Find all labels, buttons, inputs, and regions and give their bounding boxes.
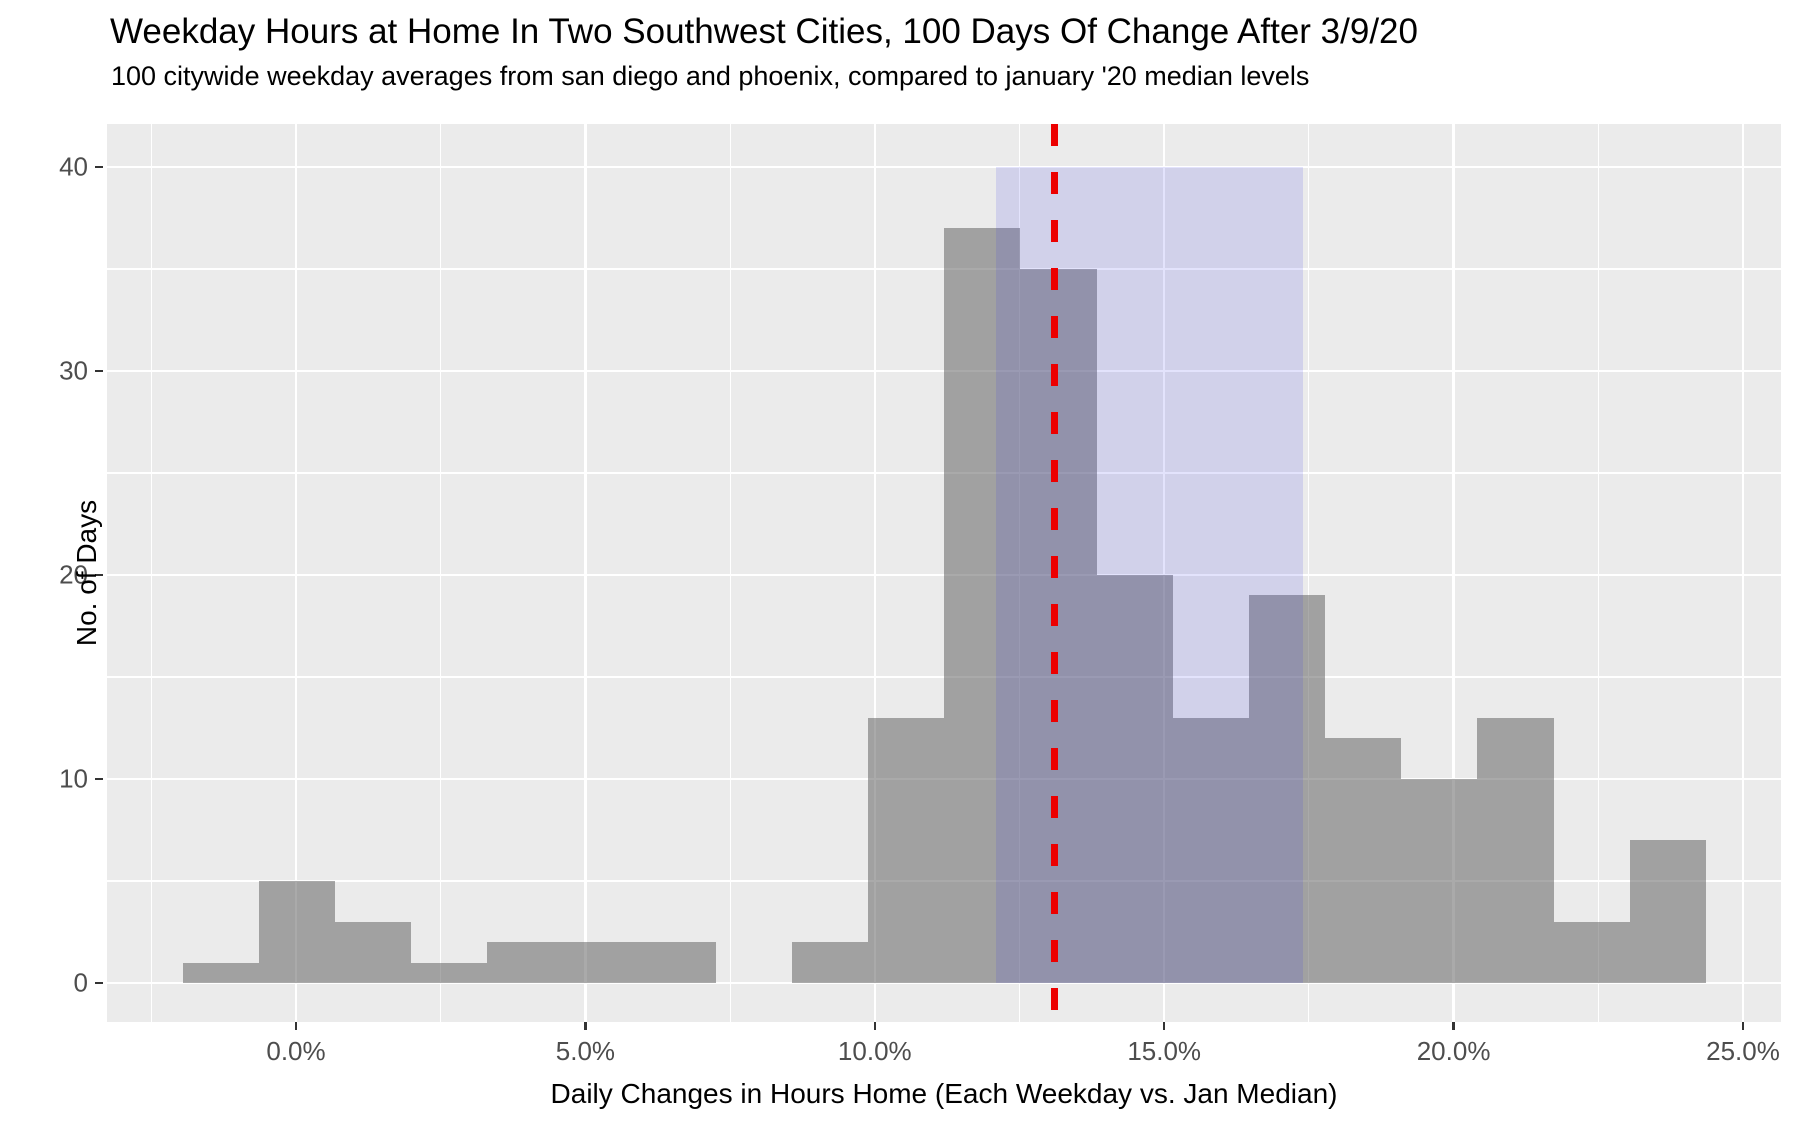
x-gridline-minor [440, 124, 442, 1022]
x-gridline-major [1452, 124, 1455, 1022]
histogram-bar [1553, 921, 1630, 983]
x-tick-mark [873, 1022, 877, 1030]
x-gridline-major [1741, 124, 1745, 1022]
y-gridline-major [107, 981, 1781, 985]
x-gridline-major [873, 124, 877, 1022]
x-gridline-minor [150, 124, 152, 1022]
y-tick-mark [95, 573, 103, 577]
x-tick-mark [1452, 1022, 1455, 1030]
y-tick-label: 20 [59, 559, 88, 590]
x-tick-mark [294, 1022, 298, 1030]
x-tick-label: 25.0% [1706, 1036, 1780, 1066]
histogram-bar [411, 962, 488, 983]
y-tick-label: 30 [59, 355, 88, 386]
y-tick-mark [95, 981, 103, 985]
histogram-bar [487, 942, 564, 983]
x-tick-label: 0.0% [266, 1036, 326, 1066]
histogram-bar [639, 942, 716, 983]
x-tick-label: 5.0% [555, 1036, 616, 1066]
y-tick-mark [95, 165, 103, 169]
y-gridline-minor [107, 676, 1781, 678]
y-gridline-minor [107, 472, 1781, 474]
y-tick-label: 10 [59, 763, 88, 794]
histogram-bar [1629, 840, 1706, 983]
dashed-vline [1050, 124, 1058, 1022]
y-axis-title: No. of Days [71, 499, 103, 647]
histogram-bar [1325, 738, 1402, 983]
histogram-bar [1248, 595, 1326, 983]
histogram-bar [1477, 717, 1554, 983]
histogram-bar [1172, 717, 1249, 983]
y-gridline-major [107, 369, 1781, 373]
x-gridline-minor [1308, 124, 1310, 1022]
histogram-bar [944, 228, 1021, 983]
x-tick-mark [1162, 1022, 1166, 1030]
y-gridline-minor [107, 268, 1781, 270]
histogram-bar [182, 962, 259, 983]
y-tick-label: 0 [73, 967, 88, 998]
histogram-bar [334, 921, 412, 983]
histogram-bar [1020, 269, 1097, 983]
histogram-bar [1096, 575, 1173, 983]
y-gridline-major [107, 165, 1781, 169]
histogram-bar [563, 942, 640, 983]
x-tick-label: 20.0% [1416, 1036, 1491, 1066]
histogram-bar [1401, 779, 1478, 983]
x-tick-label: 10.0% [837, 1036, 912, 1066]
x-gridline-minor [729, 124, 731, 1022]
chart-subtitle: 100 citywide weekday averages from san d… [111, 61, 1310, 91]
histogram-bar [868, 717, 945, 983]
x-gridline-major [1162, 124, 1166, 1022]
x-tick-mark [1741, 1022, 1745, 1030]
y-gridline-major [107, 573, 1781, 577]
x-tick-label: 15.0% [1127, 1036, 1202, 1066]
histogram-bar [258, 881, 335, 983]
y-tick-mark [95, 369, 103, 373]
x-gridline-major [294, 124, 298, 1022]
x-gridline-major [584, 124, 587, 1022]
y-tick-label: 40 [59, 151, 88, 182]
x-gridline-minor [1597, 124, 1599, 1022]
chart-title: Weekday Hours at Home In Two Southwest C… [110, 12, 1418, 51]
highlight-rect [996, 167, 1304, 983]
histogram-bar [791, 942, 869, 983]
y-tick-mark [95, 777, 103, 781]
x-tick-mark [584, 1022, 587, 1030]
x-axis-title: Daily Changes in Hours Home (Each Weekda… [550, 1078, 1338, 1109]
